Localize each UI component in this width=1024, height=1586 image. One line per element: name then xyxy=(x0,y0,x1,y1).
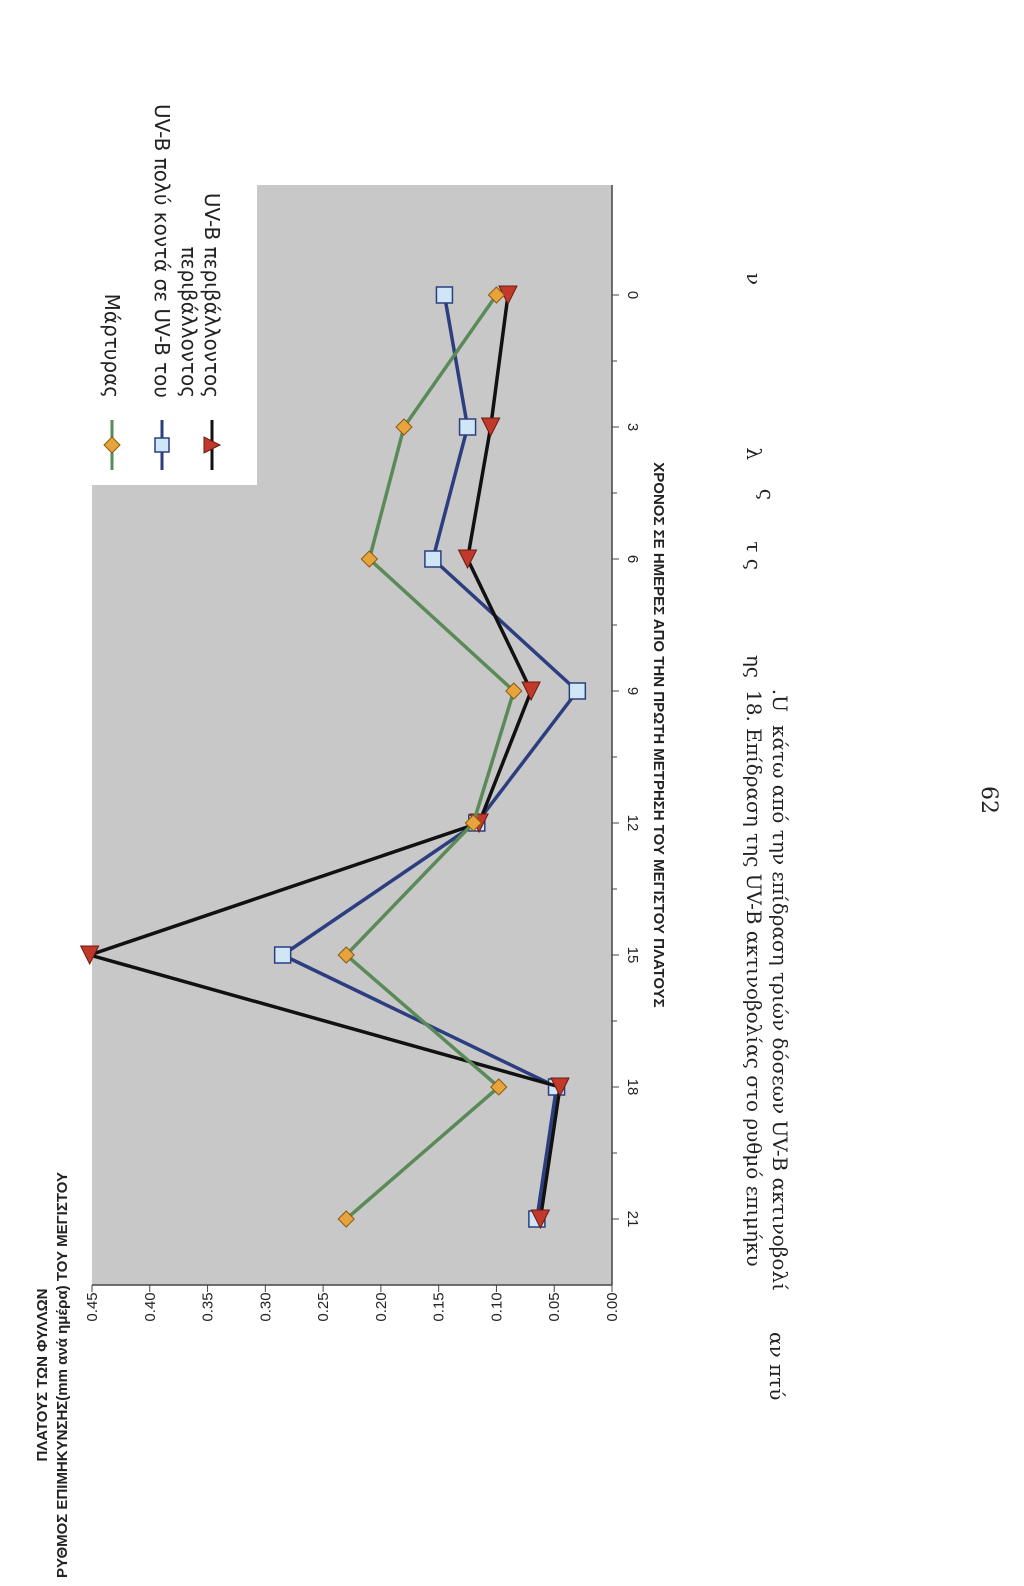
legend-label-1: Μάρτυρας xyxy=(100,294,124,398)
data-point-square xyxy=(435,286,454,304)
legend-marker-diamond xyxy=(103,436,121,454)
x-tick-label: 6 xyxy=(624,555,641,563)
data-point-diamond xyxy=(490,1078,508,1096)
x-tick-label: 9 xyxy=(624,687,641,695)
caption-rotated-group: 18. Επίδραση της UV-B ακτινοβολίας στο ρ… xyxy=(742,273,1001,1401)
series-uvb-ambient-line xyxy=(87,294,562,1220)
y-tick-label: 0.35 xyxy=(200,1292,217,1321)
y-tick-label: 0.20 xyxy=(373,1292,390,1321)
y-tick-label: 0.00 xyxy=(604,1292,621,1321)
caption-line-1: 18. Επίδραση της UV-B ακτινοβολίας στο ρ… xyxy=(742,690,766,1267)
legend: Μάρτυρας UV-B πολύ κοντά σε UV-B του περ… xyxy=(92,104,257,485)
data-point-square xyxy=(458,418,477,436)
y-tick-label: 0.25 xyxy=(315,1292,332,1321)
data-point-triangle xyxy=(457,549,478,570)
x-tick-label: 18 xyxy=(624,1079,641,1096)
caption-fragment-f: ν xyxy=(742,273,766,285)
data-point-square xyxy=(424,550,442,568)
series-layer xyxy=(79,285,587,1230)
y-axis-title-line1: ΡΥΘΜΟΣ ΕΠΙΜΗΚΥΝΣΗΣ(mm ανά ημέρα) ΤΟΥ ΜΕΓ… xyxy=(54,1172,71,1578)
data-point-square xyxy=(273,946,292,964)
data-point-square xyxy=(568,682,587,700)
series-control xyxy=(337,286,523,1228)
caption-fragment-c: τ ς xyxy=(742,541,766,570)
legend-marker-triangle xyxy=(203,436,222,454)
x-tick-label: 15 xyxy=(624,947,641,964)
y-axis-title-line2: ΠΛΑΤΟΥΣ ΤΩΝ ΦΥΛΛΩΝ xyxy=(34,1288,51,1461)
x-tick-label: 12 xyxy=(624,815,641,832)
data-point-triangle xyxy=(550,1077,570,1098)
legend-marker-square xyxy=(154,437,170,453)
x-axis-title: ΧΡΟΝΟΣ ΣΕ ΗΜΕΡΕΣ ΑΠΟ ΤΗΝ ΠΡΩΤΗ ΜΕΤΡΗΣΗ Τ… xyxy=(650,462,667,1007)
legend-label-2a: UV-B πολύ κοντά σε UV-B του xyxy=(150,104,174,398)
axes: 0 3 6 9 12 15 18 21 0.00 0.05 0.10 0.15 0.20 0.25 0.30… xyxy=(84,185,641,1322)
legend-box xyxy=(92,185,257,485)
series-uvb-near-ambient-line xyxy=(280,294,580,1220)
y-tick-label: 0.40 xyxy=(142,1292,159,1321)
caption-fragment-d: ς xyxy=(755,489,779,500)
caption-fragment-b: ης xyxy=(742,655,766,678)
data-point-triangle xyxy=(521,681,541,702)
data-point-diamond xyxy=(395,418,413,436)
data-point-diamond xyxy=(337,1210,355,1228)
x-tick-label: 0 xyxy=(624,291,641,299)
legend-label-2b: περιβάλλοντος xyxy=(177,247,201,398)
y-tick-label: 0.05 xyxy=(546,1292,563,1321)
y-tick-label: 0.15 xyxy=(431,1292,448,1321)
data-point-triangle xyxy=(79,945,100,966)
y-tick-label: 0.10 xyxy=(488,1292,505,1321)
x-tick-label: 3 xyxy=(624,423,641,431)
data-point-diamond xyxy=(464,814,483,832)
x-tick-label: 21 xyxy=(624,1211,641,1228)
legend-label-3: UV-B περιβάλλοντος xyxy=(200,193,224,398)
y-tick-label: 0.30 xyxy=(257,1292,274,1321)
chart-rotated-group: 0 3 6 9 12 15 18 21 0.00 0.05 0.10 0.15 0.20 0.25 0.30… xyxy=(34,104,667,1578)
data-point-diamond xyxy=(487,286,506,304)
data-point-diamond xyxy=(360,550,379,568)
data-point-triangle xyxy=(530,1209,551,1230)
data-point-diamond xyxy=(337,946,355,964)
caption-left-fragment: αν πτύ xyxy=(765,1332,789,1400)
caption-fragment-u: .U xyxy=(768,689,792,712)
y-tick-label: 0.45 xyxy=(84,1292,101,1321)
series-control-line xyxy=(344,293,516,1221)
page-number: 62 xyxy=(976,786,1001,814)
caption-fragment-e: λ xyxy=(742,447,766,460)
data-point-triangle xyxy=(480,417,501,438)
data-point-diamond xyxy=(505,682,523,700)
caption-line-2: κάτω από την επίδραση τριών δόσεων UV-B … xyxy=(768,725,792,1291)
